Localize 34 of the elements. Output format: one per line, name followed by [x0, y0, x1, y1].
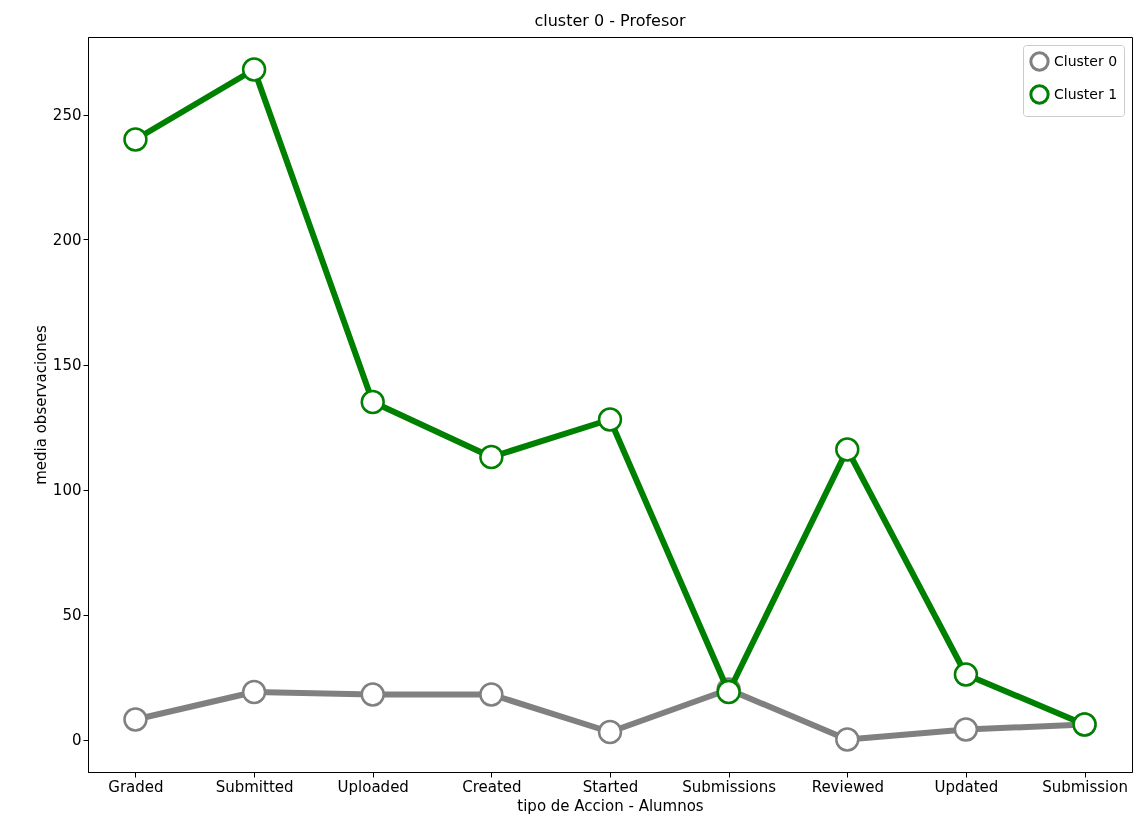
point [835, 437, 860, 462]
chart-title: cluster 0 - Profesor [534, 11, 687, 30]
x-tick-label: Created [462, 777, 522, 796]
point [597, 407, 623, 432]
x-tick-label: Submission [1042, 777, 1128, 796]
point [123, 707, 148, 732]
point [835, 727, 860, 752]
point [123, 127, 148, 152]
y-tick-label: 200 [52, 231, 82, 249]
x-tick-label: Submitted [215, 777, 294, 796]
point [953, 717, 979, 742]
point [241, 679, 267, 705]
x-tick-label: Uploaded [337, 777, 409, 796]
point [479, 444, 504, 470]
x-tick-label: Reviewed [811, 777, 884, 796]
point [479, 682, 504, 707]
point [360, 682, 385, 707]
point [360, 389, 385, 415]
y-tick-label: 0 [71, 731, 82, 749]
point [597, 719, 623, 745]
y-tick-label: 250 [52, 106, 82, 124]
y-tick-label: 50 [62, 606, 82, 624]
x-tick-label: Updated [934, 777, 999, 796]
legend-label: Cluster 1 [1054, 85, 1118, 102]
y-axis-title: media observaciones [31, 325, 50, 485]
point [953, 662, 979, 687]
y-tick-label: 150 [52, 356, 82, 374]
y-tick-label: 100 [52, 481, 82, 499]
x-axis-title: tipo de Accion - Alumnos [517, 796, 704, 815]
x-tick-label: Submissions [682, 777, 777, 796]
legend-label: Cluster 0 [1054, 52, 1118, 69]
point [241, 57, 267, 82]
x-tick-label: Graded [108, 777, 164, 796]
x-tick-label: Started [582, 777, 639, 796]
